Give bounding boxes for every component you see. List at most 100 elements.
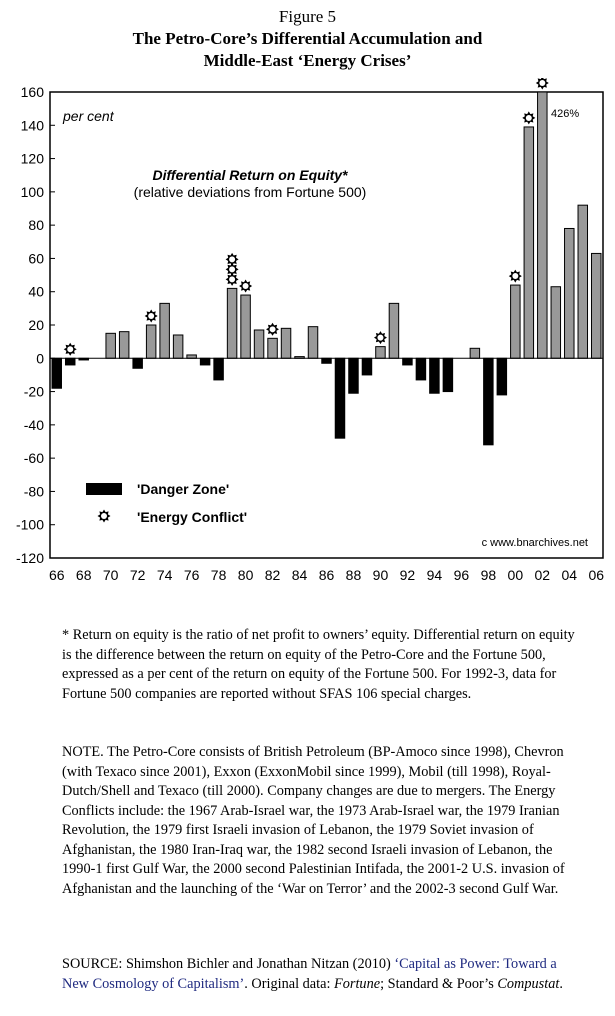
bar-2003 [550, 286, 562, 359]
energy-conflict-icon [63, 342, 77, 356]
bar-1988 [348, 357, 359, 394]
y-tick-label: -120 [16, 550, 44, 566]
x-tick-label: 98 [481, 567, 497, 583]
bar-1987 [334, 357, 346, 439]
figure-title-2: Middle-East ‘Energy Crises’ [203, 51, 412, 70]
chart-title: Differential Return on Equity* [153, 167, 349, 183]
bar-1972 [132, 357, 143, 369]
bar-1982 [267, 337, 278, 359]
bar-1966 [51, 357, 62, 389]
y-axis-label: per cent [62, 108, 115, 124]
source-link[interactable]: ‘Capital as Power: Toward a New Cosmolog… [62, 956, 557, 992]
bar-2001 [523, 126, 535, 359]
bar-1967 [64, 357, 76, 366]
footnote: * Return on equity is the ratio of net p… [62, 627, 575, 702]
bar-1994 [429, 357, 440, 394]
bar-1989 [361, 357, 373, 376]
x-tick-label: 02 [535, 567, 551, 583]
source-compustat: Compustat [497, 975, 560, 992]
energy-conflict-icon [508, 269, 522, 283]
bar-2000 [510, 284, 521, 359]
source-mid2: ; Standard & Poor’s [380, 975, 498, 992]
x-tick-label: 90 [373, 567, 389, 583]
bar-1983 [280, 327, 292, 359]
bar-1975 [172, 334, 184, 359]
energy-conflict-icon [266, 322, 279, 336]
x-tick-label: 96 [454, 567, 470, 583]
y-tick-label: 20 [28, 317, 44, 333]
x-tick-label: 66 [49, 567, 65, 583]
source-mid: . Original data: [244, 975, 335, 992]
x-tick-label: 06 [588, 567, 604, 583]
x-tick-label: 76 [184, 567, 200, 583]
bar-1991 [388, 302, 400, 359]
y-tick-label: -100 [16, 517, 44, 533]
x-tick-label: 94 [427, 567, 443, 583]
x-tick-label: 88 [346, 567, 362, 583]
bar-2005 [577, 204, 589, 359]
y-tick-label: -80 [24, 483, 44, 499]
energy-conflict-icon [522, 111, 536, 125]
energy-conflict-icon [225, 252, 239, 266]
energy-conflict-icon [374, 331, 387, 345]
bar-1970 [105, 332, 116, 359]
x-tick-label: 78 [211, 567, 227, 583]
bar-1979 [226, 287, 238, 359]
source-fortune: Fortune [334, 975, 381, 992]
energy-conflict-icon [239, 279, 253, 293]
x-tick-label: 86 [319, 567, 335, 583]
y-tick-label: 60 [28, 250, 44, 266]
annotation-426: 426% [551, 108, 579, 120]
bar-chart: 160 140 120 100 80 60 40 20 0 -20 -40 -60 -80 -100 -12… [16, 78, 604, 583]
source-prefix: SOURCE: Shimshon Bichler and Jonathan Ni… [62, 956, 395, 972]
x-tick-label: 70 [103, 567, 119, 583]
y-tick-label: 0 [36, 350, 44, 366]
note: NOTE. The Petro-Core consists of British… [62, 744, 565, 897]
legend-danger-swatch [86, 483, 122, 495]
source-end: . [559, 975, 563, 992]
y-tick-label: 120 [21, 151, 45, 167]
bar-1985 [307, 326, 319, 359]
bar-1998 [483, 357, 494, 446]
x-tick-label: 04 [561, 567, 577, 583]
y-tick-label: 160 [21, 84, 45, 100]
bar-2006 [591, 252, 602, 359]
y-tick-label: -40 [24, 417, 44, 433]
y-tick-label: -20 [24, 384, 44, 400]
x-tick-label: 68 [76, 567, 92, 583]
legend-conflict-icon [97, 509, 111, 523]
bar-1997 [469, 347, 481, 359]
x-tick-label: 00 [508, 567, 524, 583]
source: SOURCE: Shimshon Bichler and Jonathan Ni… [62, 955, 582, 994]
bar-1980 [240, 294, 251, 359]
x-tick-label: 80 [238, 567, 254, 583]
source-watermark: c www.bnarchives.net [482, 537, 588, 549]
x-tick-label: 82 [265, 567, 281, 583]
x-tick-label: 92 [400, 567, 416, 583]
bar-1992 [402, 357, 413, 366]
bar-2004 [564, 227, 575, 359]
bar-1981 [253, 329, 265, 359]
bar-1999 [496, 357, 508, 396]
bar-1978 [213, 357, 224, 381]
y-tick-label: 40 [28, 284, 44, 300]
y-tick-label: -60 [24, 450, 44, 466]
bar-1990 [375, 346, 386, 359]
x-tick-label: 72 [130, 567, 146, 583]
figure-label: Figure 5 [278, 7, 337, 26]
energy-conflict-icon [535, 78, 549, 90]
legend-conflict-label: 'Energy Conflict' [137, 509, 247, 525]
y-tick-label: 80 [28, 217, 44, 233]
y-tick-label: 100 [21, 184, 45, 200]
bar-1973 [145, 324, 157, 359]
x-tick-label: 84 [292, 567, 308, 583]
legend-danger-label: 'Danger Zone' [137, 481, 229, 497]
chart-subtitle: (relative deviations from Fortune 500) [134, 184, 367, 200]
energy-conflict-icon [225, 272, 239, 286]
y-tick-label: 140 [21, 117, 45, 133]
annotation-bg [548, 100, 589, 128]
bar-1993 [415, 357, 427, 381]
bar-1977 [199, 357, 211, 366]
bar-1974 [159, 302, 170, 359]
energy-conflict-icon [144, 309, 158, 323]
